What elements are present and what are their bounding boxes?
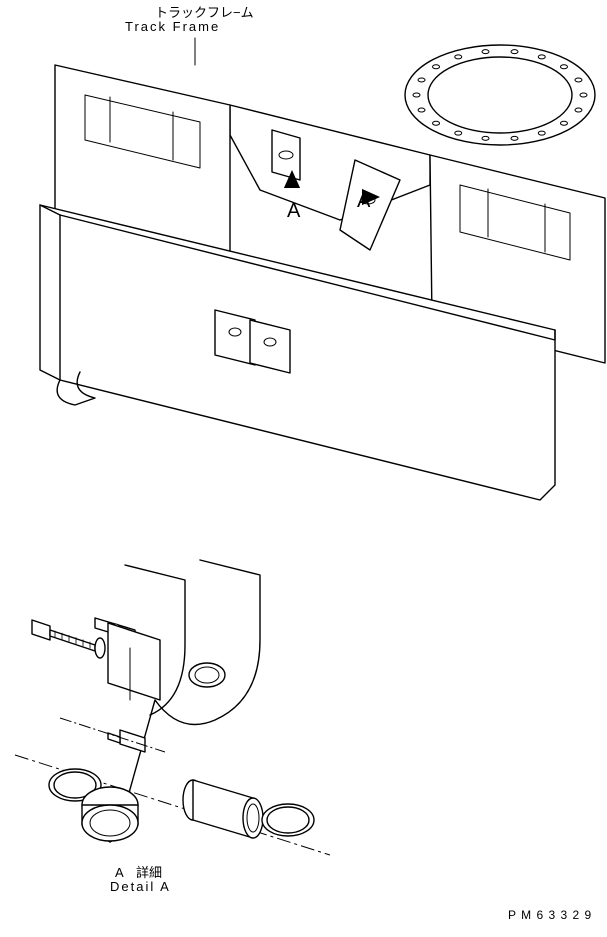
label-track-frame-en: Track Frame bbox=[125, 19, 220, 34]
drawing-number: P M 6 3 3 2 9 bbox=[508, 908, 592, 922]
upper-assembly-view bbox=[0, 0, 607, 500]
label-detail-en: Detail A bbox=[110, 879, 171, 894]
callout-a-left: A bbox=[287, 200, 300, 223]
callout-a-right: A bbox=[357, 190, 370, 213]
tech-drawing bbox=[0, 0, 607, 937]
detail-a-view bbox=[15, 560, 330, 855]
